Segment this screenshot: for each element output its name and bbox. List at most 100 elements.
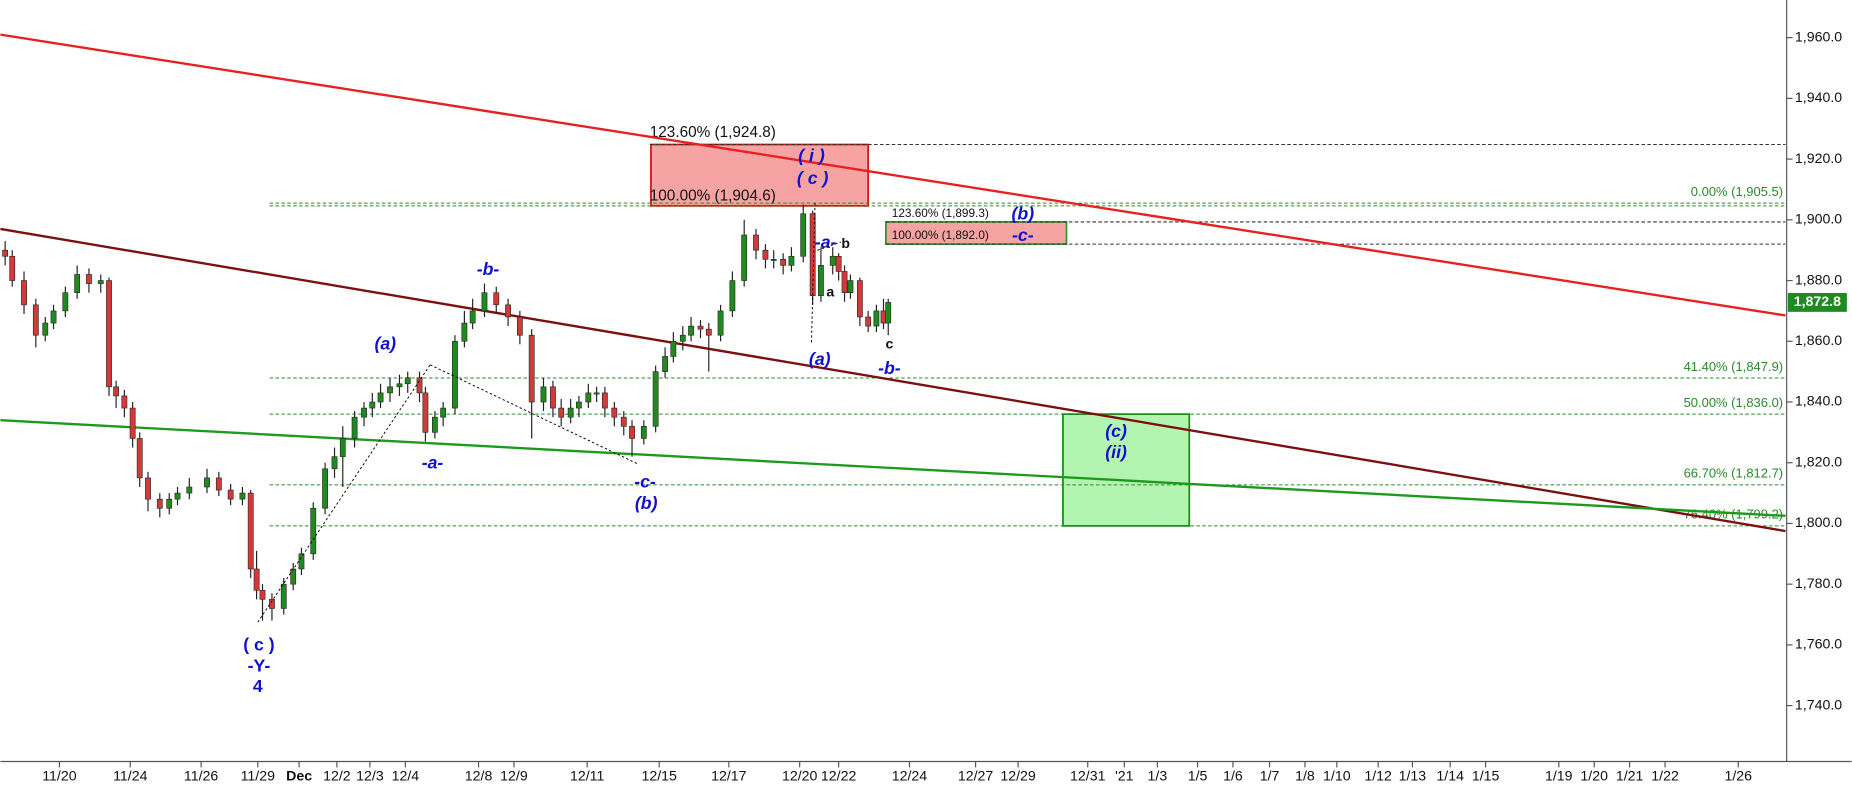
candle-body: [505, 304, 511, 318]
candle-body: [880, 310, 887, 324]
candle-body: [86, 274, 92, 284]
candle-body: [166, 498, 173, 509]
candle-body: [753, 234, 759, 251]
y-tick-label: 1,800.0: [1795, 515, 1842, 531]
x-tick-label: 1/3: [1148, 769, 1168, 785]
x-tick-label: 1/13: [1399, 769, 1427, 785]
candle-body: [50, 310, 57, 324]
candle-body: [416, 377, 423, 394]
trend-line: [0, 419, 1786, 518]
x-tick-label: 11/29: [241, 769, 276, 785]
trend-line: [0, 227, 1786, 533]
fib-label: 100.00% (1,892.0): [892, 228, 989, 242]
x-tick-label: 1/20: [1580, 769, 1608, 785]
candle-body: [818, 265, 824, 297]
x-tick-label: 1/19: [1545, 769, 1573, 785]
wave-label: -c-: [634, 472, 656, 492]
x-tick-label: 1/14: [1436, 769, 1464, 785]
x-tick-label: 12/31: [1070, 769, 1106, 785]
x-tick-label: 12/8: [465, 769, 493, 785]
x-tick-label: 1/10: [1323, 769, 1351, 785]
candle-body: [670, 340, 677, 357]
y-tick-label: 1,880.0: [1795, 272, 1842, 288]
candle-body: [481, 292, 488, 312]
candle-body: [361, 407, 367, 418]
candle-body: [856, 280, 863, 318]
candle-body: [322, 468, 328, 509]
y-tick-label: 1,960.0: [1795, 29, 1842, 45]
candle-body: [705, 328, 712, 336]
wave-label: (b): [1012, 204, 1035, 224]
last-price-box: [1787, 292, 1847, 312]
candle-body: [62, 292, 69, 312]
x-tick-label: 1/8: [1295, 769, 1315, 785]
candle-body: [269, 599, 275, 609]
x-tick-label: 1/21: [1616, 769, 1644, 785]
candle-body: [576, 401, 582, 409]
wave-connector: [817, 241, 842, 251]
wave-label: -b-: [477, 259, 500, 279]
wave-label: -b-: [878, 358, 901, 378]
wave-label: (a): [374, 333, 396, 353]
wave-label: -c-: [1012, 225, 1034, 245]
candle-body: [809, 213, 816, 297]
candle-body: [32, 304, 39, 336]
x-tick-label: 12/24: [892, 769, 928, 785]
candle-body: [145, 477, 151, 500]
candle-body: [640, 425, 647, 439]
x-tick-label: 1/26: [1724, 769, 1752, 785]
x-tick-label: 12/29: [1000, 769, 1036, 785]
candle-body: [688, 325, 694, 336]
candle-body: [679, 334, 686, 342]
candle-body: [620, 416, 627, 427]
x-tick-label: 12/15: [641, 769, 677, 785]
candle-body: [493, 292, 500, 306]
wave-label: 4: [253, 676, 263, 696]
trend-line: [0, 33, 1786, 317]
wave-label: a: [826, 285, 834, 301]
candle-body: [550, 386, 556, 409]
fib-label: 0.00% (1,905.5): [1691, 184, 1783, 199]
candle-body: [280, 583, 287, 609]
wave-label: -Y-: [248, 656, 271, 676]
wave-label: (ii): [1105, 442, 1127, 462]
candle-body: [129, 407, 136, 439]
x-tick-label: 12/17: [711, 769, 747, 785]
x-tick-label: 12/2: [323, 769, 351, 785]
candle-body: [469, 310, 476, 324]
x-tick-label: 12/11: [570, 769, 605, 785]
wave-label: b: [841, 236, 850, 252]
candle-body: [729, 280, 736, 312]
wave-label: ( c ): [243, 634, 275, 654]
x-tick-label: 1/7: [1260, 769, 1280, 785]
x-tick-label: 11/26: [184, 769, 219, 785]
candle-body: [310, 507, 317, 555]
x-tick-label: 12/9: [500, 769, 528, 785]
candle-body: [298, 553, 305, 570]
y-tick-label: 1,920.0: [1795, 151, 1842, 167]
candle-body: [351, 416, 358, 439]
x-tick-label: Dec: [286, 769, 312, 785]
candle-body: [404, 377, 411, 385]
wave-label: -a-: [422, 453, 444, 473]
x-tick-label: 12/3: [356, 769, 384, 785]
candle-body: [174, 492, 181, 500]
candle-body: [215, 477, 222, 491]
candle-body: [528, 334, 535, 403]
y-tick-label: 1,840.0: [1795, 394, 1842, 410]
candle-body: [97, 280, 104, 284]
candle-body: [21, 280, 27, 306]
candle-body: [387, 386, 393, 394]
candle-body: [431, 416, 438, 433]
candle-body: [440, 407, 447, 418]
x-tick-label: 1/5: [1188, 769, 1208, 785]
x-tick-label: 1/12: [1364, 769, 1392, 785]
x-tick-label: 11/24: [113, 769, 148, 785]
y-tick-label: 1,900.0: [1795, 212, 1842, 228]
candle-body: [377, 392, 384, 403]
candle-body: [611, 407, 618, 418]
wave-connector: [429, 364, 639, 465]
candle-body: [259, 589, 266, 600]
x-tick-label: 12/4: [392, 769, 420, 785]
